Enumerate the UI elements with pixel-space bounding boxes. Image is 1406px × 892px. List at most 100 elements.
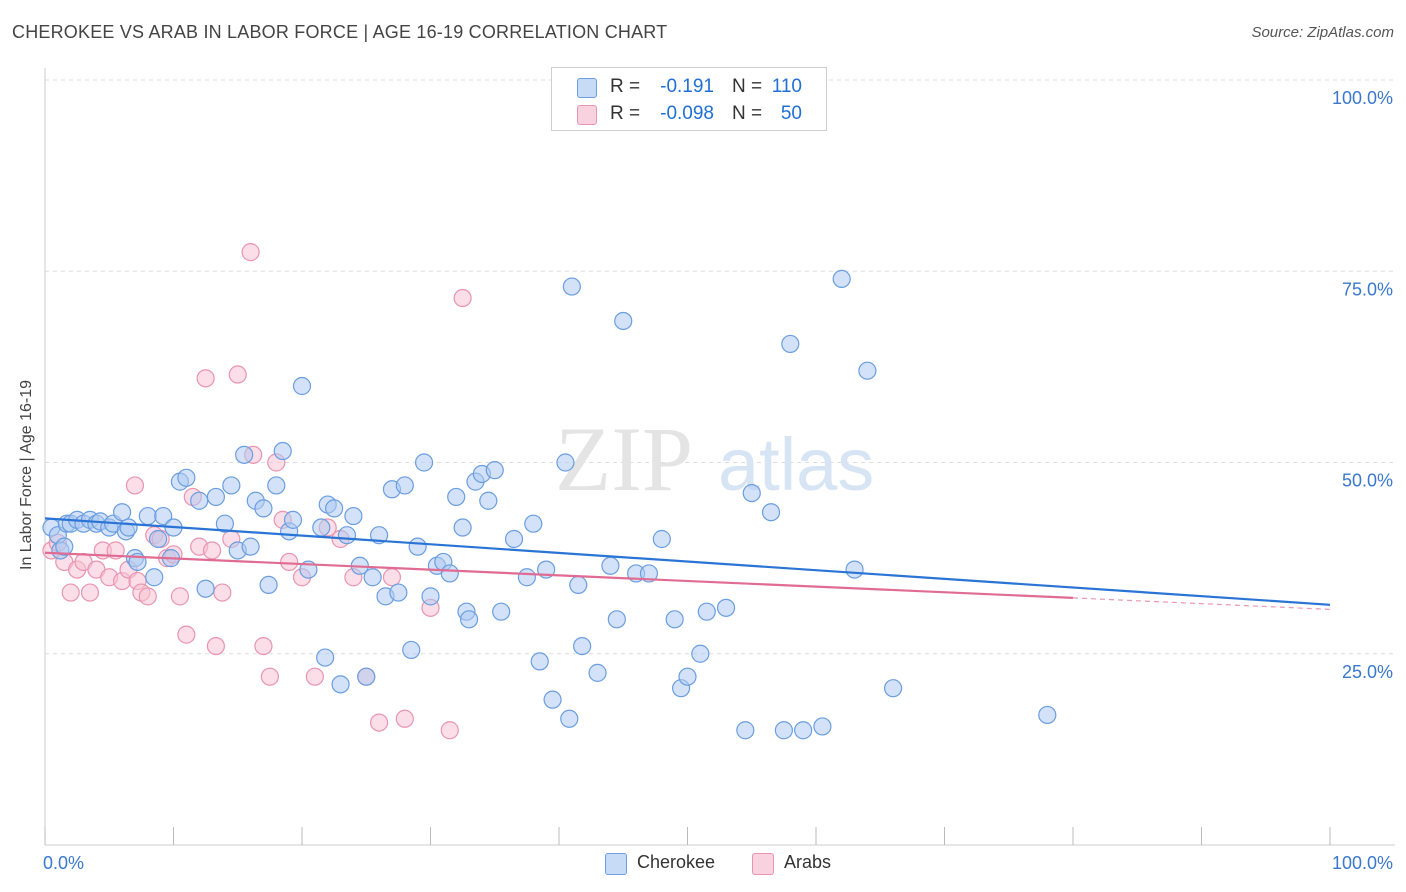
cherokee-point bbox=[813, 717, 832, 736]
cherokee-point bbox=[283, 510, 303, 529]
legend-r-label: R = bbox=[610, 103, 641, 124]
cherokee-point bbox=[325, 499, 344, 518]
y-axis-label: In Labor Force | Age 16-19 bbox=[18, 379, 35, 570]
arabs-label: Arabs bbox=[784, 852, 832, 872]
cherokee-point bbox=[556, 453, 575, 472]
cherokee-point bbox=[344, 506, 363, 526]
cherokee-point bbox=[601, 556, 620, 575]
cherokee-point bbox=[569, 575, 588, 595]
cherokee-point bbox=[440, 564, 459, 583]
cherokee-point bbox=[196, 579, 215, 598]
cherokee-point bbox=[254, 499, 273, 518]
cherokee-point bbox=[112, 503, 132, 522]
legend-n-label: N = bbox=[732, 103, 763, 124]
cherokee-point bbox=[691, 644, 710, 663]
cherokee-point bbox=[177, 468, 196, 487]
legend-swatch-cherokee bbox=[577, 78, 597, 98]
cherokee-point bbox=[736, 721, 755, 740]
cherokee-point bbox=[215, 514, 234, 533]
arabs-point bbox=[453, 288, 472, 308]
cherokee-point bbox=[678, 667, 697, 686]
cherokee-point bbox=[607, 610, 626, 629]
cherokee-point bbox=[524, 514, 543, 533]
cherokee-point bbox=[312, 518, 331, 537]
cherokee-point bbox=[235, 445, 254, 464]
cherokee-point bbox=[845, 560, 864, 579]
arabs-trend-line bbox=[44, 551, 1074, 600]
y-tick-label: 50.0% bbox=[1342, 471, 1393, 491]
arabs-swatch bbox=[752, 853, 774, 875]
cherokee-point bbox=[774, 721, 793, 740]
legend-n-value: 110 bbox=[771, 76, 802, 97]
cherokee-point bbox=[504, 529, 524, 549]
cherokee-point bbox=[832, 269, 851, 288]
cherokee-point bbox=[316, 648, 335, 667]
cherokee-point bbox=[485, 461, 504, 480]
cherokee-point bbox=[573, 636, 592, 656]
arabs-point bbox=[138, 587, 157, 606]
legend-r-label: R = bbox=[610, 76, 641, 97]
arabs-point bbox=[280, 552, 299, 572]
arabs-point bbox=[395, 709, 414, 728]
cherokee-point bbox=[562, 277, 581, 296]
source-label: Source: ZipAtlas.com bbox=[1251, 24, 1394, 41]
cherokee-point bbox=[119, 518, 138, 537]
cherokee-point bbox=[447, 487, 466, 507]
legend-swatch-arabs bbox=[577, 105, 597, 125]
arabs-point bbox=[254, 636, 273, 656]
cherokee-point bbox=[402, 640, 421, 660]
cherokee-point bbox=[858, 361, 877, 380]
cherokee-points bbox=[42, 269, 1057, 740]
cherokee-point bbox=[363, 568, 382, 587]
grid-lines bbox=[45, 79, 1395, 655]
cherokee-point bbox=[883, 679, 903, 698]
cherokee-point bbox=[421, 587, 440, 606]
cherokee-point bbox=[453, 518, 472, 537]
cherokee-label: Cherokee bbox=[637, 852, 716, 872]
cherokee-point bbox=[530, 652, 549, 671]
cherokee-point bbox=[588, 663, 607, 682]
axes bbox=[44, 68, 1395, 846]
cherokee-point bbox=[148, 529, 168, 549]
arabs-point bbox=[170, 587, 190, 606]
arabs-point bbox=[382, 568, 402, 587]
arabs-point bbox=[228, 365, 247, 384]
cherokee-swatch bbox=[605, 853, 627, 875]
cherokee-point bbox=[652, 529, 671, 549]
arabs-point bbox=[125, 476, 145, 495]
correlation-legend: R = -0.191 N = 110 R = -0.098 N = 50 bbox=[551, 67, 827, 131]
cherokee-point bbox=[517, 568, 536, 587]
arabs-point bbox=[213, 583, 232, 602]
arabs-point bbox=[80, 583, 100, 602]
x-tick-label: 100.0% bbox=[1332, 853, 1393, 873]
y-tick-label: 75.0% bbox=[1342, 279, 1393, 299]
chart-title: CHEROKEE VS ARAB IN LABOR FORCE | AGE 16… bbox=[12, 22, 668, 42]
trend-lines bbox=[44, 517, 1331, 610]
cherokee-point bbox=[370, 526, 389, 545]
cherokee-point bbox=[479, 491, 498, 510]
arabs-point bbox=[196, 369, 215, 388]
legend-r-value: -0.191 bbox=[660, 76, 714, 97]
cherokee-point bbox=[395, 476, 414, 495]
cherokee-point bbox=[337, 526, 357, 545]
arabs-point bbox=[61, 583, 80, 602]
cherokee-point bbox=[794, 721, 813, 740]
cherokee-point bbox=[55, 537, 74, 556]
watermark-zip: ZIP bbox=[555, 408, 693, 510]
series-legend: Cherokee Arabs bbox=[0, 852, 1406, 876]
cherokee-point bbox=[697, 602, 716, 621]
cherokee-point bbox=[761, 503, 781, 522]
arabs-point bbox=[177, 625, 196, 644]
cherokee-point bbox=[259, 575, 278, 595]
cherokee-point bbox=[665, 610, 684, 629]
cherokee-point bbox=[154, 506, 173, 526]
cherokee-point bbox=[781, 334, 800, 354]
legend-row-arabs: R = -0.098 N = 50 bbox=[552, 101, 826, 129]
legend-n-value: 50 bbox=[780, 103, 802, 124]
cherokee-point bbox=[716, 598, 736, 617]
cherokee-point bbox=[639, 564, 659, 583]
watermark-atlas: atlas bbox=[718, 423, 874, 506]
cherokee-point bbox=[543, 690, 562, 709]
legend-r-value: -0.098 bbox=[660, 103, 714, 124]
